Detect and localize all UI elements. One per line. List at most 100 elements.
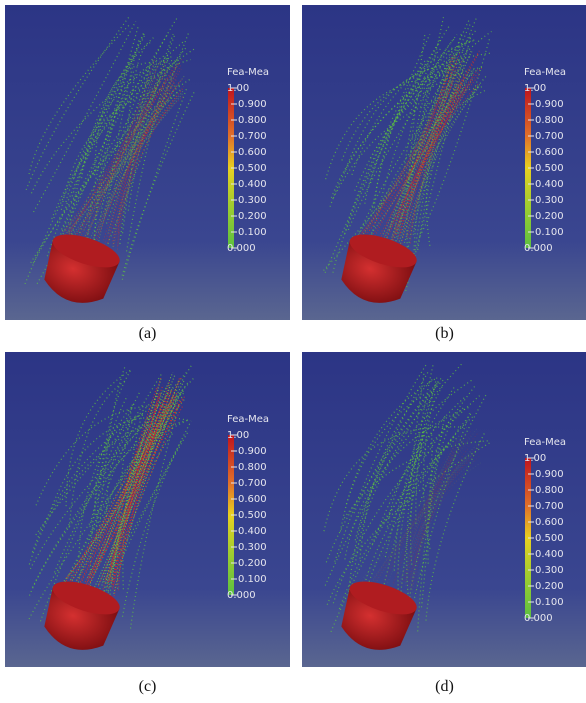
colorbar-label: 0.000 (227, 590, 256, 601)
particle-cone (368, 66, 458, 231)
particle-cone (107, 388, 173, 583)
particle-cone (75, 395, 175, 591)
particle-streak (107, 16, 179, 206)
colorbar-label: 0.800 (238, 115, 267, 126)
particle-cone (86, 397, 184, 588)
particle-streak (127, 34, 176, 211)
particle-cone (73, 85, 158, 249)
particle-cone (113, 403, 180, 585)
particle-streak (35, 405, 179, 506)
particle-streak (124, 41, 151, 163)
particle-streak (427, 413, 456, 564)
colorbar-label: 0.500 (238, 510, 267, 521)
colorbar-label: 0.900 (238, 446, 267, 457)
legend-title: Fea-Mea (524, 67, 566, 78)
particle-cone (389, 83, 453, 249)
particle-cone (397, 56, 458, 248)
particle-cone (365, 50, 472, 241)
capsule (44, 234, 120, 303)
particle-streak (363, 411, 473, 598)
colorbar-label: 0.900 (535, 469, 564, 480)
capsule-top (349, 581, 417, 615)
particle-streak (89, 395, 128, 591)
colorbar-label: 0.700 (238, 478, 267, 489)
particle-cone (64, 92, 184, 236)
particle-streak (413, 413, 471, 598)
particle-streak (348, 370, 430, 594)
particle-cone (112, 75, 186, 247)
particle-cone (89, 92, 169, 247)
colorbar-label: 0.400 (238, 526, 267, 537)
colorbar-label: 0.200 (238, 558, 267, 569)
particle-cone (111, 395, 161, 588)
particle-cone (117, 86, 185, 246)
particle-cone (85, 77, 168, 242)
particle-streak (31, 403, 159, 553)
particle-cone (367, 68, 479, 250)
particle-cone (393, 459, 453, 583)
colorbar-label: 0.500 (535, 533, 564, 544)
colorbar-label: 0.900 (535, 99, 564, 110)
colorbar-label: 0.600 (535, 517, 564, 528)
particle-streak (95, 388, 177, 573)
particle-cone (112, 405, 184, 590)
particle-cone (72, 60, 161, 243)
particle-cone (412, 445, 455, 588)
particle-streak (419, 38, 491, 237)
particle-streak (415, 385, 444, 524)
particle-streak (359, 377, 435, 559)
particle-cone (386, 447, 470, 580)
particle-streak (324, 33, 431, 273)
colorbar-label: 0.300 (535, 565, 564, 576)
particle-cone (74, 82, 175, 235)
capsule (341, 234, 417, 303)
capsule-top (349, 234, 417, 268)
particle-cone (93, 83, 176, 245)
colorbar-label: 0.200 (238, 211, 267, 222)
particle-streak (121, 87, 188, 280)
particle-streak (344, 45, 455, 234)
particle-streak (384, 425, 437, 558)
particle-streak (414, 32, 463, 251)
particle-streak (129, 402, 180, 629)
particle-cone (104, 377, 181, 580)
particle-cone (405, 446, 475, 583)
particle-cone (385, 67, 453, 241)
particle-cone (392, 465, 465, 586)
particle-streak (406, 370, 425, 610)
colorbar-label: 0.800 (535, 115, 564, 126)
particle-cone (65, 66, 174, 232)
particle-cone (94, 391, 160, 595)
particle-streak (323, 76, 487, 271)
colorbar-label: 0.200 (535, 211, 564, 222)
particle-cone (404, 78, 473, 243)
legend-title: Fea-Mea (524, 437, 566, 448)
particle-streak (32, 372, 187, 588)
particle-cone (63, 398, 181, 592)
particle-cone (407, 454, 482, 581)
capsule-top (52, 581, 120, 615)
particle-cone (404, 457, 453, 586)
colorbar-label: 0.000 (524, 243, 553, 254)
particle-streak (364, 24, 451, 204)
particle-cone (388, 84, 463, 231)
particle-cone (100, 402, 163, 596)
particle-cone (68, 403, 159, 597)
particle-cone (397, 73, 481, 245)
particle-cone (379, 54, 453, 235)
colorbar-label: 0.600 (238, 147, 267, 158)
colorbar-label: 0.100 (238, 574, 267, 585)
particle-streak (105, 430, 175, 617)
capsule (341, 581, 417, 650)
particle-cone (94, 379, 180, 588)
particle-cone (405, 459, 471, 582)
particle-streak (413, 15, 478, 255)
particle-streak (121, 420, 192, 617)
particle-cone (103, 73, 177, 241)
particle-cone (84, 396, 186, 594)
particle-cone (84, 58, 156, 237)
particle-streak (71, 59, 191, 197)
particle-cone (85, 89, 185, 248)
particle-cone (83, 390, 172, 590)
particle-cone (63, 396, 176, 595)
